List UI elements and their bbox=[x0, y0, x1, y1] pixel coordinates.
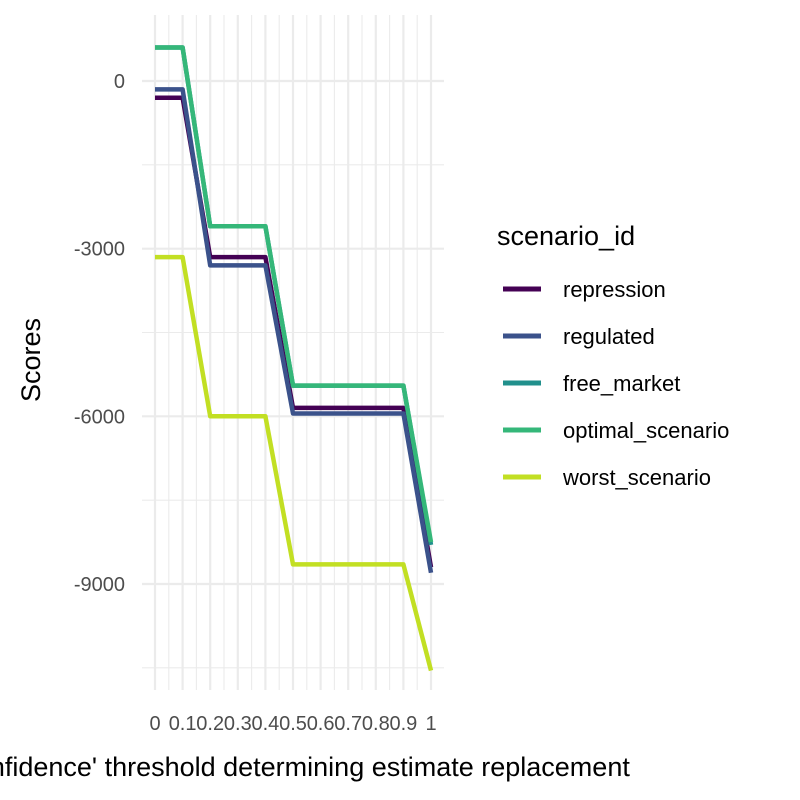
legend-item-regulated: regulated bbox=[503, 324, 655, 349]
legend-item-worst-scenario: worst_scenario bbox=[503, 465, 711, 490]
x-tick-label: 0.4 bbox=[251, 713, 279, 735]
legend-item-repression: repression bbox=[503, 277, 666, 302]
y-tick-label: 0 bbox=[114, 71, 125, 93]
legend-label: worst_scenario bbox=[562, 465, 711, 490]
series-line-worst-scenario bbox=[155, 254, 434, 672]
x-tick-label: 0.7 bbox=[334, 713, 362, 735]
legend-label: free_market bbox=[563, 371, 680, 396]
y-axis-title: Scores bbox=[16, 318, 46, 402]
legend-label: regulated bbox=[563, 324, 655, 349]
legend-label: repression bbox=[563, 277, 666, 302]
x-tick-label: 0.5 bbox=[279, 713, 307, 735]
legend-label: optimal_scenario bbox=[563, 418, 729, 443]
x-tick-label: 0 bbox=[149, 713, 160, 735]
x-tick-label: 0.9 bbox=[389, 713, 417, 735]
y-tick-label: -3000 bbox=[74, 239, 125, 261]
x-axis-title: 'Confidence' threshold determining estim… bbox=[0, 752, 630, 782]
x-tick-label: 0.3 bbox=[224, 713, 252, 735]
y-axis-tick-labels: 0 -3000 -6000 -9000 bbox=[74, 71, 125, 596]
x-axis-tick-labels: 0 0.1 0.2 0.3 0.4 0.5 0.6 0.7 0.8 0.9 1 bbox=[149, 713, 436, 735]
legend: scenario_id repression regulated free_mark… bbox=[497, 221, 729, 490]
x-tick-label: 0.6 bbox=[307, 713, 335, 735]
legend-item-optimal-scenario: optimal_scenario bbox=[503, 418, 729, 443]
x-tick-label: 0.1 bbox=[169, 713, 197, 735]
series-line-regulated bbox=[155, 87, 434, 574]
x-tick-label: 0.2 bbox=[196, 713, 224, 735]
legend-title: scenario_id bbox=[497, 221, 635, 251]
x-tick-label: 1 bbox=[425, 713, 436, 735]
legend-items: repression regulated free_market optimal_sc… bbox=[503, 277, 729, 490]
y-tick-label: -6000 bbox=[74, 406, 125, 428]
series-line-optimal-scenario bbox=[155, 45, 434, 543]
x-tick-label: 0.8 bbox=[362, 713, 390, 735]
grid-lines bbox=[142, 15, 444, 690]
series-lines bbox=[155, 45, 434, 672]
legend-item-free-market: free_market bbox=[503, 371, 680, 396]
y-tick-label: -9000 bbox=[74, 574, 125, 596]
